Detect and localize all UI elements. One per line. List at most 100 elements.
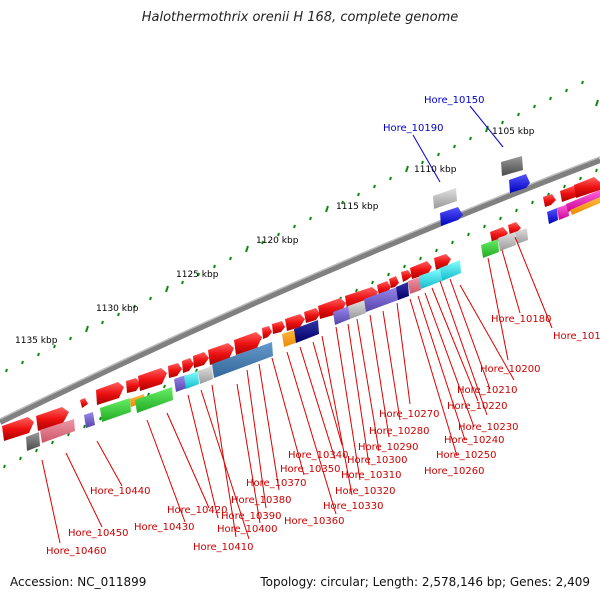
gene-feature	[396, 282, 409, 300]
gene-feature	[566, 190, 600, 212]
scale-label: 1115 kbp	[336, 202, 379, 212]
gene-feature	[184, 371, 199, 389]
gene-feature	[84, 412, 95, 428]
gene-feature	[440, 207, 463, 226]
gene-label-hore-10290[interactable]: Hore_10290	[358, 442, 419, 453]
genome-backbone	[0, 157, 600, 425]
gene-feature	[574, 177, 600, 198]
gene-feature	[433, 188, 457, 209]
gene-feature	[138, 368, 167, 391]
gene-label-hore-10460[interactable]: Hore_10460	[46, 546, 107, 557]
gene-feature	[408, 277, 421, 294]
label-leader-lines	[41, 236, 553, 544]
gene-label-hore-10450[interactable]: Hore_10450	[68, 528, 129, 539]
gene-feature	[498, 232, 516, 251]
gene-feature	[490, 227, 508, 243]
gene-feature	[509, 174, 530, 193]
gene-label-hore-10390[interactable]: Hore_10390	[221, 511, 282, 522]
scale-label: 1120 kbp	[256, 236, 299, 246]
gene-feature	[282, 329, 298, 347]
gene-label-hore-10380[interactable]: Hore_10380	[231, 495, 292, 506]
gene-label-hore-10180[interactable]: Hore_10180	[491, 314, 552, 325]
gene-label-hore-10410[interactable]: Hore_10410	[193, 542, 254, 553]
gene-label-hore-10310[interactable]: Hore_10310	[341, 470, 402, 481]
gene-feature	[294, 320, 319, 343]
gene-label-hore-10370[interactable]: Hore_10370	[246, 478, 307, 489]
gene-feature	[208, 343, 234, 365]
gene-label-hore-10340[interactable]: Hore_10340	[288, 450, 349, 461]
gene-label-hore-10270[interactable]: Hore_10270	[379, 409, 440, 420]
gene-feature	[234, 332, 262, 355]
gene-label-hore-10300[interactable]: Hore_10300	[347, 455, 408, 466]
gene-label-hore-10250[interactable]: Hore_10250	[436, 450, 497, 461]
gene-feature	[419, 268, 442, 289]
gene-label-hore-10220[interactable]: Hore_10220	[447, 401, 508, 412]
gene-feature	[501, 156, 523, 176]
gene-feature	[262, 326, 272, 339]
highlight-leader-lines	[412, 105, 504, 183]
gene-feature	[389, 276, 399, 288]
gene-feature	[410, 261, 432, 279]
gene-feature	[26, 432, 40, 451]
gene-feature	[126, 378, 141, 393]
gene-feature	[508, 222, 521, 236]
gene-label-hore-10210[interactable]: Hore_10210	[457, 385, 518, 396]
gene-feature	[80, 398, 88, 408]
scale-label: 1110 kbp	[414, 165, 457, 175]
forward-strand-genes	[2, 177, 600, 441]
reverse-strand-genes	[26, 190, 600, 451]
outer-features	[433, 156, 530, 226]
gene-feature	[100, 398, 131, 422]
gene-label-hore-10330[interactable]: Hore_10330	[323, 501, 384, 512]
gene-label-hore-10240[interactable]: Hore_10240	[444, 435, 505, 446]
genome-summary-label: Topology: circular; Length: 2,578,146 bp…	[260, 575, 590, 589]
gene-feature	[174, 375, 187, 392]
gene-label-hore-10320[interactable]: Hore_10320	[335, 486, 396, 497]
gene-feature	[543, 194, 556, 207]
gene-label-hore-10150[interactable]: Hore_10150	[424, 95, 485, 106]
gene-label-hore-10430[interactable]: Hore_10430	[134, 522, 195, 533]
gene-feature	[135, 387, 173, 413]
gene-feature	[401, 270, 412, 282]
gene-feature	[212, 342, 273, 378]
gene-feature	[547, 208, 558, 224]
gene-feature	[570, 197, 600, 215]
gene-feature	[318, 298, 346, 319]
scale-label: 1135 kbp	[15, 336, 58, 346]
gene-label-hore-10440[interactable]: Hore_10440	[90, 486, 151, 497]
gene-label-hore-10400[interactable]: Hore_10400	[217, 524, 278, 535]
gene-label-hore-10260[interactable]: Hore_10260	[424, 466, 485, 477]
gene-feature	[304, 308, 320, 323]
gene-feature	[96, 382, 124, 405]
gene-feature	[193, 352, 209, 368]
gene-label-hore-10190[interactable]: Hore_10190	[383, 123, 444, 134]
gene-feature	[481, 239, 499, 258]
gene-feature	[168, 363, 182, 378]
scale-label: 1130 kbp	[96, 304, 139, 314]
gene-feature	[36, 407, 69, 431]
gene-feature	[364, 286, 401, 312]
gene-feature	[272, 321, 285, 334]
gene-feature	[515, 228, 528, 244]
scale-label: 1105 kbp	[492, 127, 535, 137]
gene-label-hore-10280[interactable]: Hore_10280	[369, 426, 430, 437]
gene-feature	[440, 260, 461, 281]
scale-label: 1125 kbp	[176, 270, 219, 280]
gene-label-hore-10420[interactable]: Hore_10420	[167, 505, 228, 516]
gene-label-hore-10170[interactable]: Hore_10170	[553, 331, 600, 342]
scale-ticks	[5, 80, 599, 373]
gene-feature	[2, 417, 34, 441]
accession-label: Accession: NC_011899	[10, 575, 147, 589]
gene-feature	[348, 300, 366, 319]
gene-feature	[557, 204, 569, 220]
gene-label-hore-10200[interactable]: Hore_10200	[480, 364, 541, 375]
map-title: Halothermothrix orenii H 168, complete g…	[141, 10, 459, 25]
gene-feature	[182, 358, 194, 373]
gene-label-hore-10230[interactable]: Hore_10230	[458, 422, 519, 433]
gene-feature	[198, 366, 213, 384]
gene-label-hore-10360[interactable]: Hore_10360	[284, 516, 345, 527]
gene-label-hore-10350[interactable]: Hore_10350	[280, 464, 341, 475]
gene-feature	[40, 419, 75, 443]
gene-feature	[333, 306, 350, 325]
